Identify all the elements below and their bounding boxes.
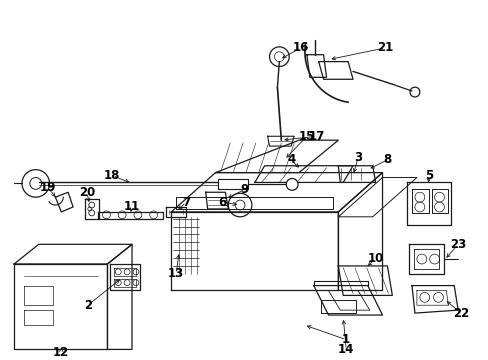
Text: 3: 3 xyxy=(353,151,361,165)
Text: 4: 4 xyxy=(286,153,295,166)
Text: 6: 6 xyxy=(218,195,226,208)
Text: 21: 21 xyxy=(377,41,393,54)
Text: 16: 16 xyxy=(292,41,308,54)
Text: 23: 23 xyxy=(449,238,466,251)
Text: 14: 14 xyxy=(337,343,354,356)
Text: 15: 15 xyxy=(298,130,314,143)
Text: 20: 20 xyxy=(79,186,95,199)
Text: 10: 10 xyxy=(367,252,383,265)
Text: 11: 11 xyxy=(123,201,140,213)
Text: 2: 2 xyxy=(83,299,92,312)
Text: 19: 19 xyxy=(39,181,56,194)
Text: 7: 7 xyxy=(182,195,190,208)
Circle shape xyxy=(285,179,297,190)
Text: 17: 17 xyxy=(308,130,324,143)
Text: 12: 12 xyxy=(53,346,69,359)
Text: 5: 5 xyxy=(424,169,432,182)
Text: 1: 1 xyxy=(342,333,349,346)
Text: 13: 13 xyxy=(168,267,184,280)
Text: 8: 8 xyxy=(383,153,391,166)
Text: 18: 18 xyxy=(104,169,121,182)
Text: 9: 9 xyxy=(241,183,248,196)
Text: 22: 22 xyxy=(452,307,468,320)
